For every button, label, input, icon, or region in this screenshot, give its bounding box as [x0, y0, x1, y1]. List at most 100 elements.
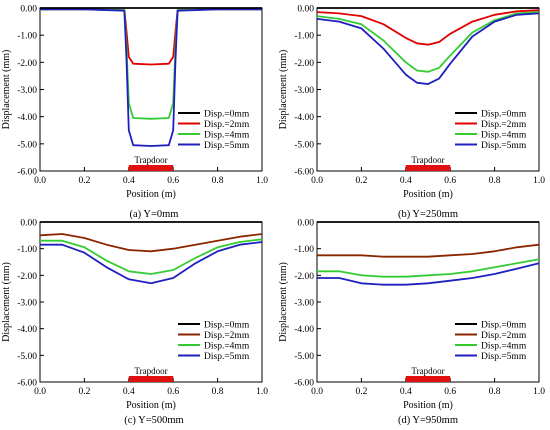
series-line-disp-5mm: [40, 241, 263, 285]
x-tick-label: 0.6: [167, 387, 179, 397]
y-tick-label: -1.00: [17, 245, 37, 255]
panel-caption: (b) Y=250mm: [398, 209, 458, 220]
series-line-disp-5mm: [317, 262, 540, 286]
legend-label: Disp.=5mm: [204, 141, 250, 151]
x-tick-label: 0.8: [489, 387, 501, 397]
legend-label: Disp.=0mm: [481, 321, 527, 331]
legend-label: Disp.=4mm: [204, 342, 250, 352]
panel-caption: (a) Y=0mm: [130, 209, 179, 220]
legend-label: Disp.=4mm: [204, 131, 250, 141]
y-tick-label: -2.00: [294, 59, 314, 69]
x-axis-label: Position (m): [126, 400, 176, 411]
y-tick-label: -5.00: [17, 140, 37, 150]
y-tick-label: -1.00: [17, 32, 37, 42]
y-tick-label: -2.00: [294, 272, 314, 282]
panel-caption: (d) Y=950mm: [398, 415, 458, 426]
x-tick-label: 0.2: [355, 387, 367, 397]
x-tick-label: 0.4: [123, 387, 135, 397]
series-line-disp-4mm: [317, 258, 540, 278]
y-tick-label: -4.00: [294, 113, 314, 123]
series-line-disp-4mm: [316, 11, 540, 73]
series-line-disp-5mm: [40, 8, 262, 147]
y-tick-label: -2.00: [17, 272, 37, 282]
y-tick-label: -3.00: [17, 299, 37, 309]
legend-label: Disp.=2mm: [204, 331, 250, 341]
y-tick-label: 0.00: [297, 5, 314, 15]
x-tick-label: 0.8: [489, 176, 501, 186]
x-tick-label: 0.8: [212, 387, 224, 397]
x-axis-label: Position (m): [126, 189, 176, 200]
y-tick-label: -5.00: [294, 352, 314, 362]
y-axis-label: Displacement (mm): [1, 262, 12, 342]
x-tick-label: 0.8: [212, 176, 224, 186]
x-tick-label: 1.0: [256, 176, 268, 186]
legend-label: Disp.=5mm: [481, 141, 527, 151]
x-tick-label: 0.6: [444, 387, 456, 397]
y-tick-label: -5.00: [17, 352, 37, 362]
trapdoor-label: Trapdoor: [411, 155, 444, 165]
y-tick-label: -6.00: [17, 168, 37, 178]
legend-label: Disp.=0mm: [204, 110, 250, 120]
x-tick-label: 0.2: [78, 387, 90, 397]
y-axis-label: Displacement (mm): [278, 50, 289, 130]
x-tick-label: 0.4: [400, 176, 412, 186]
series-line-disp-5mm: [316, 12, 540, 85]
series-line-disp-2mm: [316, 9, 540, 46]
trapdoor-bar: [128, 165, 174, 171]
x-tick-label: 0.2: [78, 176, 90, 186]
legend-label: Disp.=2mm: [204, 120, 250, 130]
y-tick-label: -5.00: [294, 140, 314, 150]
series-line-disp-4mm: [40, 238, 263, 275]
x-tick-label: 0.2: [355, 176, 367, 186]
chart-panel-b: 0.00 -1.00 -2.00 -3.00 -4.00 -5.00 -6.000.0 0.2…: [278, 5, 545, 221]
y-tick-label: -6.00: [294, 379, 314, 389]
legend-label: Disp.=2mm: [481, 331, 527, 341]
legend-label: Disp.=4mm: [481, 131, 527, 141]
legend-label: Disp.=4mm: [481, 342, 527, 352]
series-line-disp-2mm: [40, 8, 262, 66]
x-tick-label: 1.0: [533, 387, 545, 397]
y-axis-label: Displacement (mm): [278, 262, 289, 342]
y-tick-label: -3.00: [294, 86, 314, 96]
trapdoor-label: Trapdoor: [134, 366, 167, 376]
chart-panel-d: 0.00 -1.00 -2.00 -3.00 -4.00 -5.00 -6.000.0 0.2…: [278, 219, 545, 427]
y-tick-label: 0.00: [20, 5, 37, 15]
x-axis-label: Position (m): [403, 400, 453, 411]
y-axis-label: Displacement (mm): [1, 50, 12, 130]
x-tick-label: 0.6: [167, 176, 179, 186]
x-tick-label: 0.4: [400, 387, 412, 397]
x-tick-label: 1.0: [533, 176, 545, 186]
x-tick-label: 0.0: [311, 387, 323, 397]
trapdoor-label: Trapdoor: [411, 366, 444, 376]
legend-label: Disp.=2mm: [481, 120, 527, 130]
panel-caption: (c) Y=500mm: [124, 415, 183, 426]
series-line-disp-2mm: [39, 233, 263, 253]
x-tick-label: 0.0: [311, 176, 323, 186]
trapdoor-label: Trapdoor: [134, 155, 167, 165]
y-tick-label: -1.00: [294, 245, 314, 255]
trapdoor-bar: [128, 376, 174, 382]
x-tick-label: 1.0: [256, 387, 268, 397]
chart-panel-c: 0.00 -1.00 -2.00 -3.00 -4.00 -5.00 -6.000.0 0.2…: [1, 219, 268, 427]
x-tick-label: 0.0: [34, 176, 46, 186]
y-tick-label: -3.00: [294, 299, 314, 309]
y-tick-label: -4.00: [17, 113, 37, 123]
chart-panel-a: 0.00 -1.00 -2.00 -3.00 -4.00 -5.00 -6.000.0 0.2…: [1, 5, 268, 221]
y-tick-label: 0.00: [20, 219, 37, 229]
x-axis-label: Position (m): [403, 189, 453, 200]
y-tick-label: -2.00: [17, 59, 37, 69]
series-line-disp-2mm: [317, 243, 540, 258]
x-tick-label: 0.0: [34, 387, 46, 397]
trapdoor-bar: [405, 165, 451, 171]
y-tick-label: -6.00: [294, 168, 314, 178]
trapdoor-bar: [405, 376, 451, 382]
legend-label: Disp.=5mm: [481, 352, 527, 362]
y-tick-label: -4.00: [294, 325, 314, 335]
legend-label: Disp.=0mm: [204, 321, 250, 331]
legend-label: Disp.=0mm: [481, 110, 527, 120]
y-tick-label: -6.00: [17, 379, 37, 389]
x-tick-label: 0.4: [123, 176, 135, 186]
y-tick-label: -3.00: [17, 86, 37, 96]
legend-label: Disp.=5mm: [204, 352, 250, 362]
